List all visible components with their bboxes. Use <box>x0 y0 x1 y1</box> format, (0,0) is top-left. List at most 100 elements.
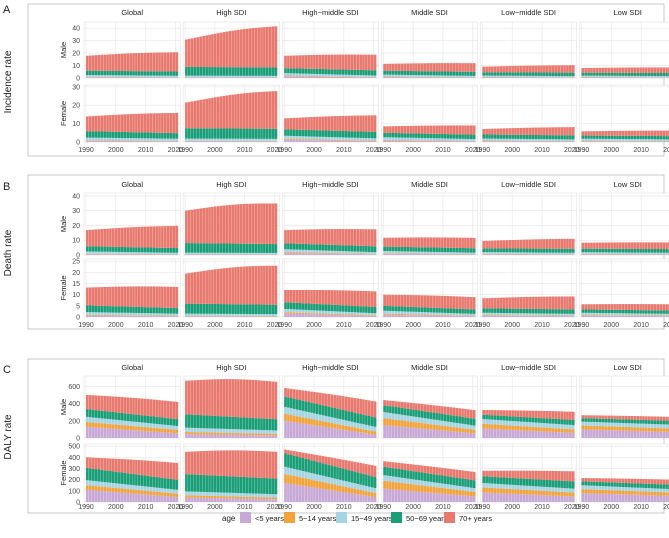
bar-segment <box>665 316 668 317</box>
bar-segment <box>190 254 194 255</box>
bar-segment <box>114 131 118 138</box>
bar-segment <box>88 140 92 142</box>
bar-segment <box>365 433 368 438</box>
bar-segment <box>563 135 566 140</box>
bar-segment <box>386 137 389 140</box>
bar-segment <box>485 138 488 141</box>
bar-segment <box>604 131 608 136</box>
bar-segment <box>569 127 572 136</box>
bar-segment <box>268 381 272 419</box>
bar-segment <box>587 75 590 78</box>
bar-segment <box>362 140 365 142</box>
bar-segment <box>268 77 272 78</box>
bar-segment <box>155 226 158 248</box>
bar-segment <box>488 141 491 142</box>
bar-segment <box>409 63 412 72</box>
bar-segment <box>100 427 104 438</box>
bar-segment <box>647 67 651 73</box>
bar-segment <box>610 252 614 254</box>
bar-segment <box>522 313 526 316</box>
bar-segment <box>307 252 310 254</box>
bar-segment <box>359 254 362 255</box>
bar-segment <box>397 401 401 408</box>
bar-segment <box>557 296 561 310</box>
bar-segment <box>505 315 509 316</box>
bar-segment <box>412 125 415 134</box>
bar-segment <box>132 227 135 248</box>
bar-segment <box>491 75 494 78</box>
bar-segment <box>242 316 246 317</box>
bar-segment <box>155 77 158 78</box>
bar-segment <box>284 138 287 140</box>
bar-segment <box>616 313 619 316</box>
bar-segment <box>330 74 334 77</box>
bar-segment <box>152 423 156 428</box>
bar-segment <box>237 77 240 78</box>
bar-segment <box>284 308 287 313</box>
bar-segment <box>313 303 316 311</box>
bar-segment <box>613 141 616 142</box>
bar-segment <box>239 433 243 435</box>
bar-segment <box>149 431 153 438</box>
bar-segment <box>146 307 150 314</box>
bar-segment <box>438 425 441 431</box>
bar-segment <box>412 140 415 141</box>
bar-segment <box>284 118 287 130</box>
bar-segment <box>370 291 374 307</box>
bar-segment <box>647 141 651 142</box>
bar-segment <box>222 128 226 139</box>
bar-segment <box>406 70 410 75</box>
bar-segment <box>149 71 153 76</box>
bar-segment <box>452 407 456 416</box>
sex-label: Female <box>59 101 68 126</box>
bar-segment <box>403 246 407 252</box>
bar-segment <box>304 423 308 438</box>
bar-segment <box>461 254 464 255</box>
bar-segment <box>548 252 552 255</box>
bar-segment <box>208 141 211 142</box>
bar-segment <box>135 77 138 78</box>
bar-segment <box>537 313 540 316</box>
bar-segment <box>353 305 357 313</box>
bar-segment <box>365 229 368 247</box>
bar-segment <box>143 113 147 133</box>
bar-segment <box>391 311 395 314</box>
bar-segment <box>324 415 328 422</box>
bar-segment <box>106 54 109 71</box>
bar-segment <box>196 434 200 438</box>
bar-segment <box>344 69 348 75</box>
bar-segment <box>522 127 526 135</box>
bar-segment <box>310 244 313 251</box>
bar-segment <box>205 207 208 244</box>
bar-segment <box>461 134 464 139</box>
bar-segment <box>199 208 203 244</box>
bar-segment <box>554 316 558 317</box>
bar-segment <box>469 237 473 249</box>
bar-segment <box>97 131 101 138</box>
bar-segment <box>571 313 575 316</box>
bar-segment <box>659 72 663 77</box>
bar-segment <box>242 77 246 78</box>
x-tick-label: 1990 <box>177 322 193 329</box>
bar-segment <box>627 252 631 255</box>
bar-segment <box>208 432 211 435</box>
bar-segment <box>464 428 467 433</box>
bar-segment <box>109 131 112 138</box>
bar-segment <box>514 416 517 422</box>
y-axis-title: DALY rate <box>3 414 14 460</box>
bar-segment <box>245 304 249 314</box>
bar-segment <box>472 125 476 135</box>
bar-segment <box>432 125 436 134</box>
bar-segment <box>446 296 450 309</box>
bar-segment <box>347 411 351 422</box>
bar-segment <box>149 226 153 248</box>
bar-segment <box>461 141 464 142</box>
bar-segment <box>508 140 512 142</box>
bar-segment <box>394 126 398 134</box>
bar-segment <box>367 291 371 307</box>
bar-segment <box>289 312 293 314</box>
bar-segment <box>383 412 386 419</box>
bar-segment <box>409 416 412 422</box>
bar-segment <box>409 140 412 141</box>
bar-segment <box>245 433 249 435</box>
